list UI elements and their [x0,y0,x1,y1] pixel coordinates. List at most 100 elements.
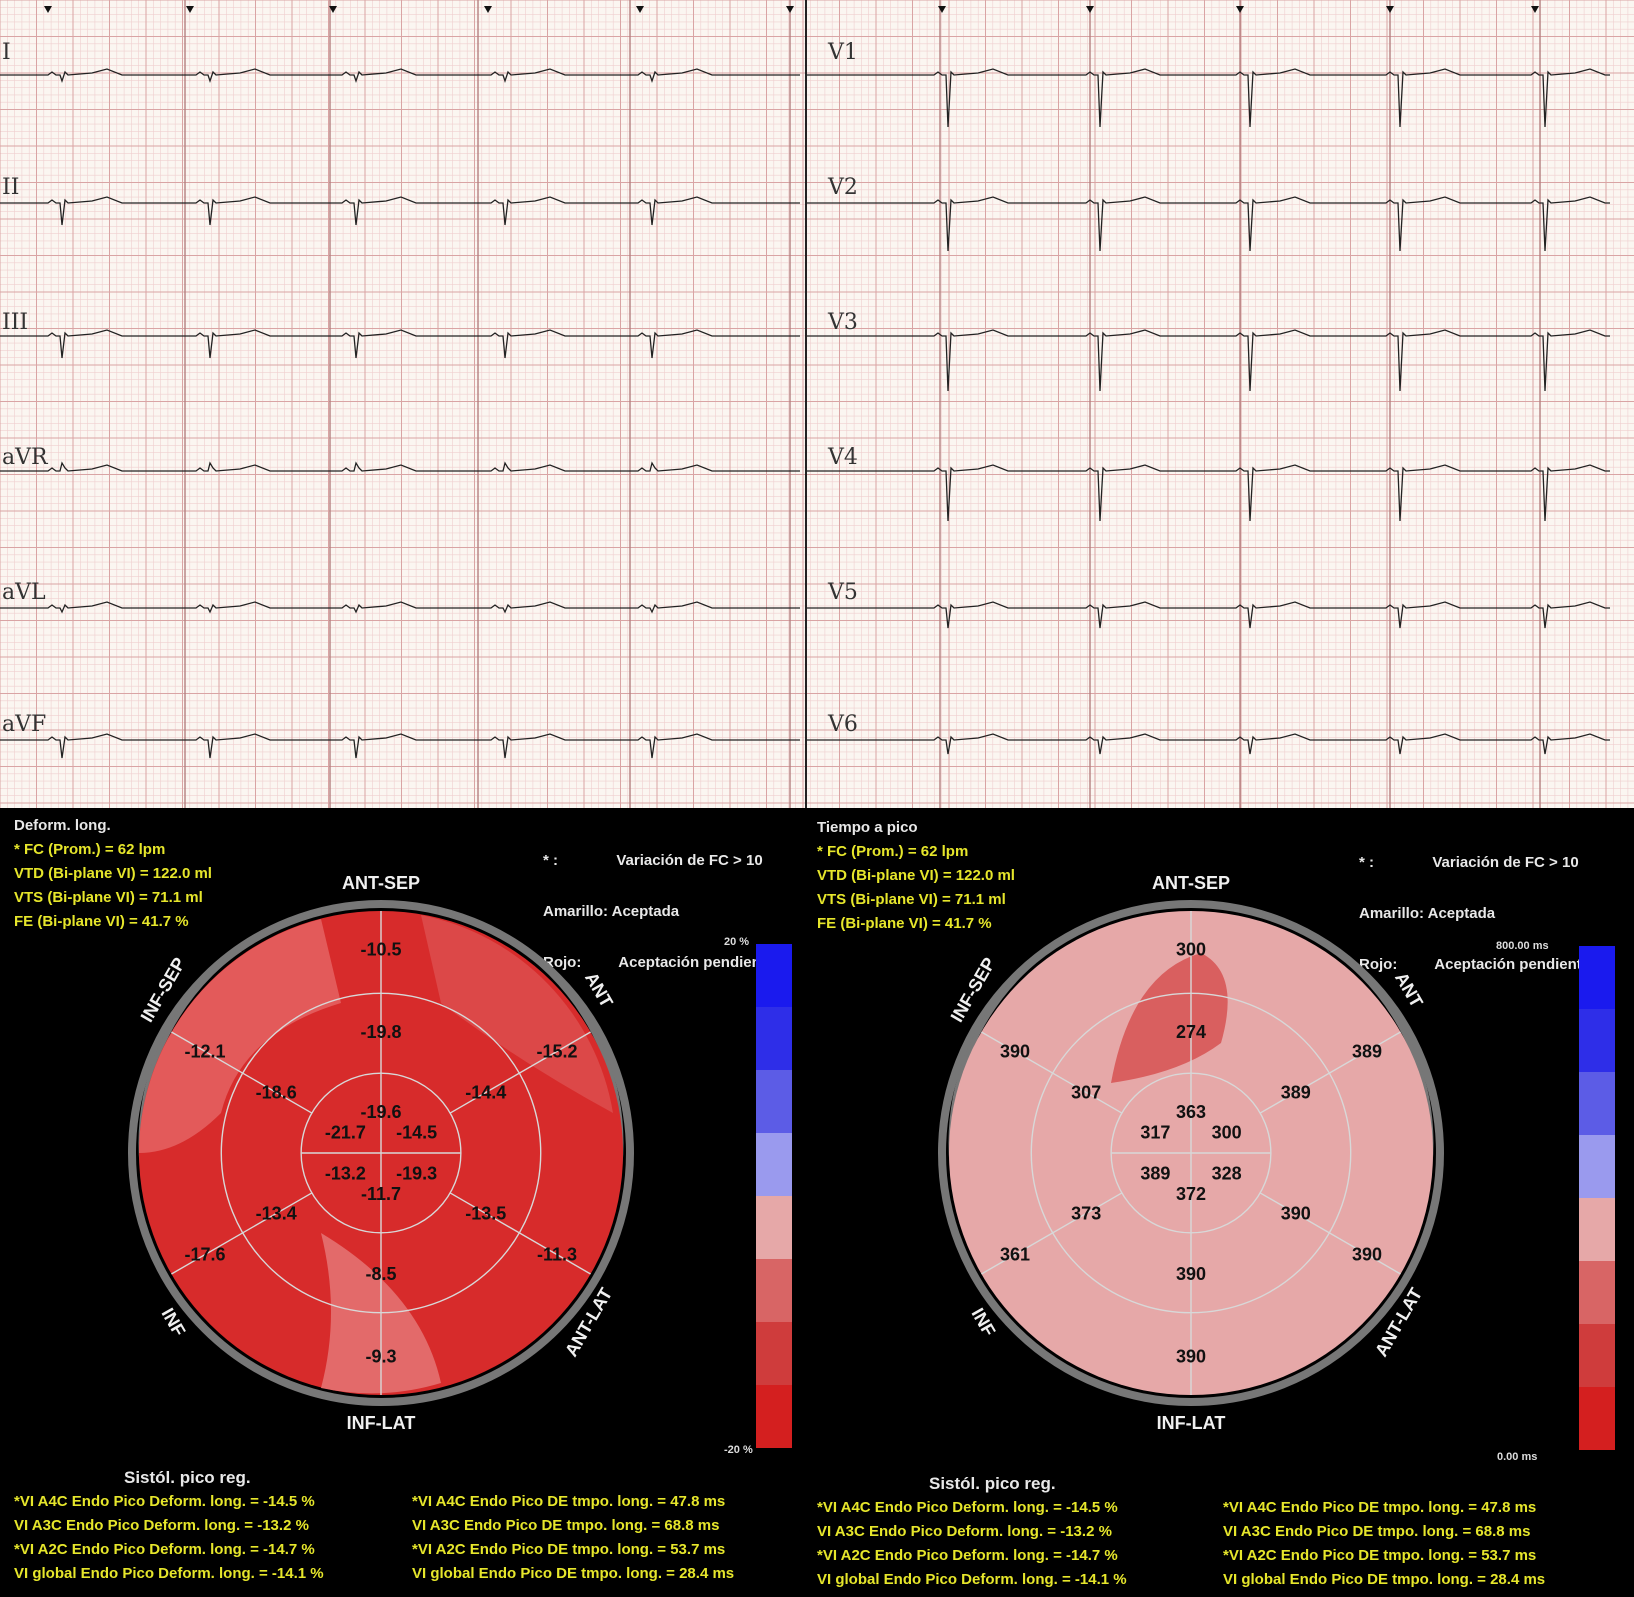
lead-label-V3: V3 [828,310,858,335]
mid-segment-value: -13.4 [256,1204,297,1224]
stat-esv: VTS (Bi-plane VI) = 71.1 ml [817,891,1006,908]
strain-shade-region [1111,953,1228,1083]
ecg-trace [0,733,800,759]
scale-swatch [756,1007,792,1070]
lead-label-V5: V5 [828,580,858,605]
scale-min-label: 0.00 ms [1497,1451,1538,1463]
apical-segment-value: -11.7 [361,1184,401,1204]
acceptance-legend: * : Variación de FC > 10 Amarillo: Acept… [1359,820,1582,1007]
segment-divider [171,1031,313,1114]
scale-swatch [756,1070,792,1133]
scale-swatch [756,1259,792,1322]
basal-segment-value: 300 [1176,940,1206,960]
footer-row: VI global Endo Pico DE tmpo. long. = 28.… [412,1565,735,1582]
stat-esv: VTS (Bi-plane VI) = 71.1 ml [14,889,203,906]
scale-swatch [1579,1387,1615,1450]
scale-max-label: 800.00 ms [1496,940,1549,952]
basal-segment-value: 390 [1176,1346,1206,1366]
scale-min-label: -20 % [724,1444,753,1456]
legend-line: Rojo: Aceptación pendient [1359,956,1582,973]
apical-segment-value: -19.6 [360,1102,401,1122]
scale-swatch [756,944,792,1007]
lead-label-aVL: aVL [2,580,46,605]
scale-swatch [1579,1135,1615,1198]
beat-marker-icon [186,6,194,13]
lead-label-V4: V4 [828,445,858,470]
segment-divider [981,1192,1123,1275]
footer-title: Sistól. pico reg. [124,1468,251,1487]
footer-right-list: *VI A4C Endo Pico DE tmpo. long. = 47.8 … [412,1490,734,1586]
footer-row: VI A3C Endo Pico DE tmpo. long. = 68.8 m… [412,1517,720,1534]
stat-ef: FE (Bi-plane VI) = 41.7 % [14,913,189,930]
segment-divider [449,1031,591,1114]
scale-swatch [1579,1072,1615,1135]
orientation-label: ANT-SEP [342,873,420,893]
ecg-grid [0,0,1634,808]
apical-segment-value: 328 [1212,1164,1242,1184]
beat-marker-icon [1386,6,1394,13]
footer-row: *VI A4C Endo Pico DE tmpo. long. = 47.8 … [412,1493,726,1510]
mid-segment-value: -18.6 [256,1083,297,1103]
orientation-label: ANT [581,969,617,1011]
mid-segment-value: 390 [1281,1204,1311,1224]
footer-left-list: *VI A4C Endo Pico Deform. long. = -14.5 … [817,1496,1127,1592]
mid-segment-value: 307 [1071,1083,1101,1103]
footer-row: VI A3C Endo Pico Deform. long. = -13.2 % [817,1523,1112,1540]
lead-label-III: III [2,310,29,335]
basal-segment-value: -9.3 [365,1346,396,1366]
basal-segment-value: -17.6 [184,1245,225,1265]
color-scale [756,944,792,1448]
bullseye-time-svg: 300 389 390 390 361 390 274 389 390 390 373 307 363 3… [938,873,1444,1433]
basal-segment-value: 390 [1352,1245,1382,1265]
apical-segment-value: 300 [1212,1122,1242,1142]
footer-row: *VI A4C Endo Pico DE tmpo. long. = 47.8 … [1223,1499,1537,1516]
beat-marker-icon [636,6,644,13]
ecg-trace [806,601,1610,629]
stat-edv: VTD (Bi-plane VI) = 122.0 ml [14,865,212,882]
legend-line: * : Variación de FC > 10 [1359,854,1579,871]
scale-swatch [756,1133,792,1196]
ecg-trace [0,601,800,614]
beat-marker-icon [786,6,794,13]
ecg-trace [806,329,1610,392]
lead-label-V2: V2 [828,175,858,200]
apical-segment-value: -21.7 [325,1122,366,1142]
beat-marker-icon [44,6,52,13]
scale-swatch [1579,1198,1615,1261]
mid-segment-value: -8.5 [365,1264,396,1284]
mid-segment-value: 389 [1281,1083,1311,1103]
panel-title: Tiempo a pico [817,819,918,836]
stat-hr: * FC (Prom.) = 62 lpm [14,841,166,858]
stat-edv: VTD (Bi-plane VI) = 122.0 ml [817,867,1015,884]
lead-label-I: I [2,40,11,65]
footer-row: *VI A2C Endo Pico Deform. long. = -14.7 … [817,1547,1118,1564]
footer-row: VI global Endo Pico DE tmpo. long. = 28.… [1223,1571,1546,1588]
scale-swatch [756,1385,792,1448]
ecg-minor-grid [0,0,1634,808]
basal-segment-value: -11.3 [537,1245,577,1265]
scale-swatch [1579,1324,1615,1387]
mid-segment-value: 390 [1176,1264,1206,1284]
orientation-label: INF-SEP [137,954,190,1026]
beat-marker-icon [329,6,337,13]
time-to-peak-panel: Tiempo a pico * FC (Prom.) = 62 lpm VTD … [817,808,1634,1597]
ecg-trace [806,196,1610,252]
apical-segment-value: 372 [1176,1184,1206,1204]
footer-left-list: *VI A4C Endo Pico Deform. long. = -14.5 … [14,1490,324,1586]
segment-divider [981,1031,1123,1114]
basal-segment-value: -15.2 [536,1041,577,1061]
orientation-label: ANT [1391,969,1427,1011]
ecg-trace [0,68,800,84]
lead-label-aVR: aVR [2,445,48,470]
beat-marker-icon [938,6,946,13]
mid-segment-value: 274 [1176,1022,1206,1042]
ecg-trace [806,464,1610,522]
footer-row: *VI A4C Endo Pico Deform. long. = -14.5 … [14,1493,315,1510]
apical-segment-value: -14.5 [396,1122,437,1142]
apical-segment-value: -13.2 [325,1164,366,1184]
scale-swatch [756,1196,792,1259]
strain-panel: Deform. long. * FC (Prom.) = 62 lpm VTD … [0,808,817,1597]
lead-label-V1: V1 [828,40,858,65]
lead-label-II: II [2,175,20,200]
legend-line: * : Variación de FC > 10 [543,852,763,869]
